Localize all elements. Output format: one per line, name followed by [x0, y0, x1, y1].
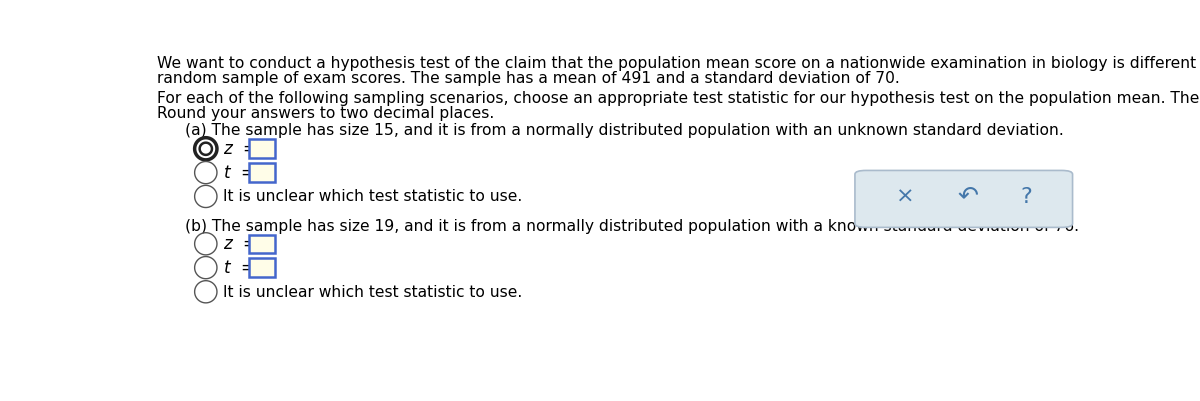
FancyBboxPatch shape	[248, 164, 275, 182]
FancyBboxPatch shape	[248, 259, 275, 277]
Text: (b) The sample has size 19, and it is from a normally distributed population wit: (b) The sample has size 19, and it is fr…	[185, 219, 1079, 233]
FancyBboxPatch shape	[854, 171, 1073, 228]
Text: We want to conduct a hypothesis test of the claim that the population mean score: We want to conduct a hypothesis test of …	[157, 56, 1200, 71]
FancyBboxPatch shape	[248, 235, 275, 253]
Text: ↶: ↶	[958, 184, 978, 208]
Text: Round your answers to two decimal places.: Round your answers to two decimal places…	[157, 105, 494, 120]
Text: It is unclear which test statistic to use.: It is unclear which test statistic to us…	[222, 284, 522, 299]
Text: For each of the following sampling scenarios, choose an appropriate test statist: For each of the following sampling scena…	[157, 91, 1200, 106]
FancyBboxPatch shape	[248, 140, 275, 159]
Text: $t$  =: $t$ =	[222, 258, 254, 276]
Text: (a) The sample has size 15, and it is from a normally distributed population wit: (a) The sample has size 15, and it is fr…	[185, 123, 1064, 138]
Text: $t$  =: $t$ =	[222, 164, 254, 182]
Text: $z$  =: $z$ =	[222, 140, 257, 158]
Text: ?: ?	[1020, 186, 1032, 206]
Text: It is unclear which test statistic to use.: It is unclear which test statistic to us…	[222, 189, 522, 204]
Text: ×: ×	[896, 186, 914, 206]
Text: $z$  =: $z$ =	[222, 235, 257, 253]
Text: random sample of exam scores. The sample has a mean of 491 and a standard deviat: random sample of exam scores. The sample…	[157, 70, 900, 85]
